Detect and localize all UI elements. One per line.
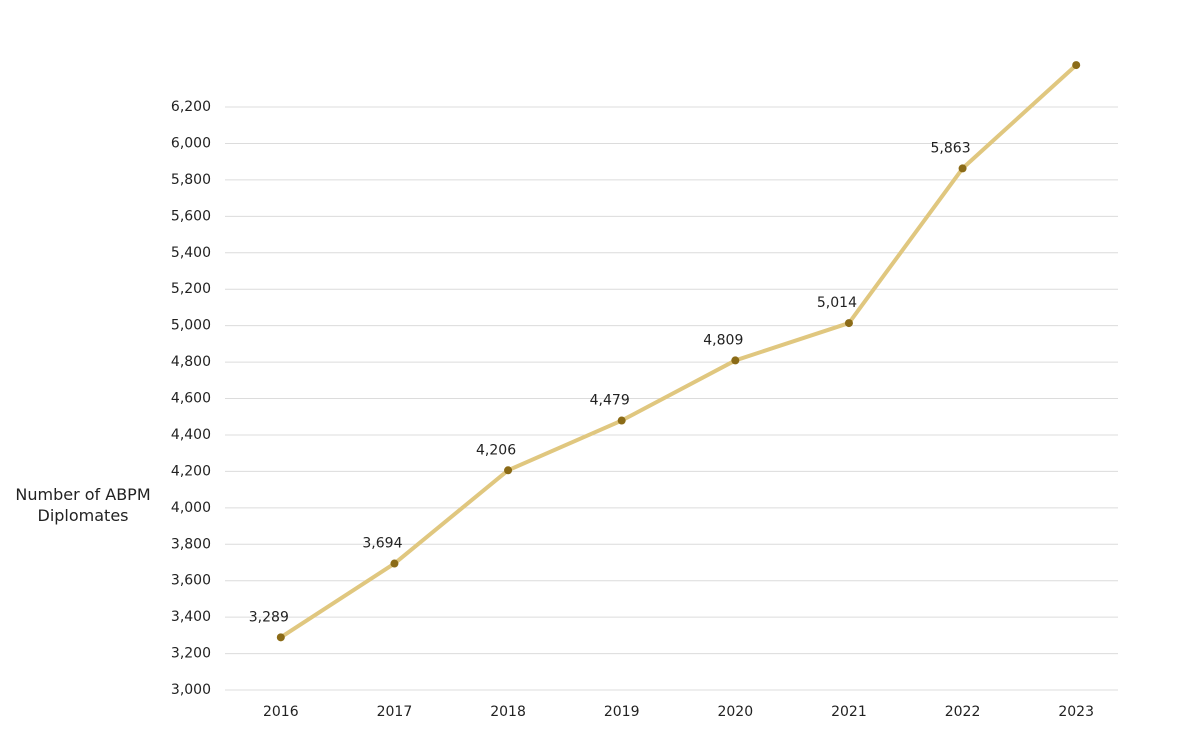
y-tick-label: 4,800 <box>171 354 211 370</box>
point <box>1072 61 1081 70</box>
x-tick-label: 2016 <box>263 704 299 720</box>
point <box>844 319 853 328</box>
data-label: 5,863 <box>931 140 971 156</box>
y-tick-label: 3,600 <box>171 573 211 589</box>
y-tick-label: 4,000 <box>171 500 211 516</box>
point <box>617 416 626 425</box>
data-label: 5,014 <box>817 295 857 311</box>
y-tick-label: 3,400 <box>171 609 211 625</box>
y-tick-label: 5,200 <box>171 281 211 297</box>
y-tick-label: 5,600 <box>171 208 211 224</box>
point <box>390 559 399 568</box>
data-label: 4,479 <box>590 393 630 409</box>
y-tick-label: 3,000 <box>171 682 211 698</box>
x-tick-label: 2021 <box>831 704 867 720</box>
x-tick-label: 2018 <box>490 704 526 720</box>
y-tick-label: 6,000 <box>171 135 211 151</box>
y-tick-label: 5,400 <box>171 245 211 261</box>
point <box>958 164 967 173</box>
y-tick-label: 5,800 <box>171 172 211 188</box>
point <box>276 633 285 642</box>
x-tick-label: 2023 <box>1058 704 1094 720</box>
point <box>504 466 513 475</box>
data-label: 3,694 <box>362 536 402 552</box>
x-tick-label: 2020 <box>717 704 753 720</box>
x-tick-label: 2022 <box>945 704 981 720</box>
point <box>731 356 740 365</box>
y-tick-label: 4,200 <box>171 463 211 479</box>
y-tick-label: 5,000 <box>171 318 211 334</box>
data-label: 3,289 <box>249 609 289 625</box>
y-tick-label: 6,200 <box>171 99 211 115</box>
y-axis-title: Number of ABPM Diplomates <box>15 485 151 525</box>
data-label: 4,809 <box>703 332 743 348</box>
y-tick-label: 4,600 <box>171 391 211 407</box>
y-tick-label: 3,800 <box>171 536 211 552</box>
x-tick-label: 2019 <box>604 704 640 720</box>
data-label: 4,206 <box>476 442 516 458</box>
y-tick-label: 3,200 <box>171 646 211 662</box>
x-tick-label: 2017 <box>377 704 413 720</box>
line <box>279 63 1078 640</box>
y-tick-label: 4,400 <box>171 427 211 443</box>
